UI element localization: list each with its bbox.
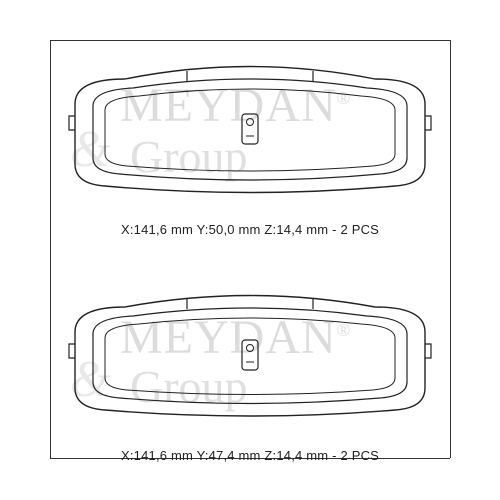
pad-outer-plate xyxy=(75,296,425,417)
center-hole xyxy=(247,345,254,352)
right-ear xyxy=(425,116,431,130)
dimensions-caption-top: X:141,6 mm Y:50,0 mm Z:14,4 mm - 2 PCS xyxy=(50,222,450,237)
left-ear xyxy=(69,116,75,130)
frame-border-top xyxy=(50,40,450,41)
right-ear xyxy=(425,344,431,358)
pad-friction-inner xyxy=(105,89,395,171)
pad-friction-outline xyxy=(93,79,407,180)
brake-pad-top xyxy=(65,64,435,204)
frame-border-right xyxy=(450,40,451,458)
center-hole xyxy=(247,119,254,126)
dimensions-caption-bottom: X:141,6 mm Y:47,4 mm Z:14,4 mm - 2 PCS xyxy=(50,448,450,463)
pad-outer-plate xyxy=(75,67,425,193)
pad-friction-inner xyxy=(105,318,395,395)
brake-pad-bottom xyxy=(65,290,435,430)
left-ear xyxy=(69,344,75,358)
pad-friction-outline xyxy=(93,308,407,404)
frame-border-left xyxy=(50,40,51,458)
